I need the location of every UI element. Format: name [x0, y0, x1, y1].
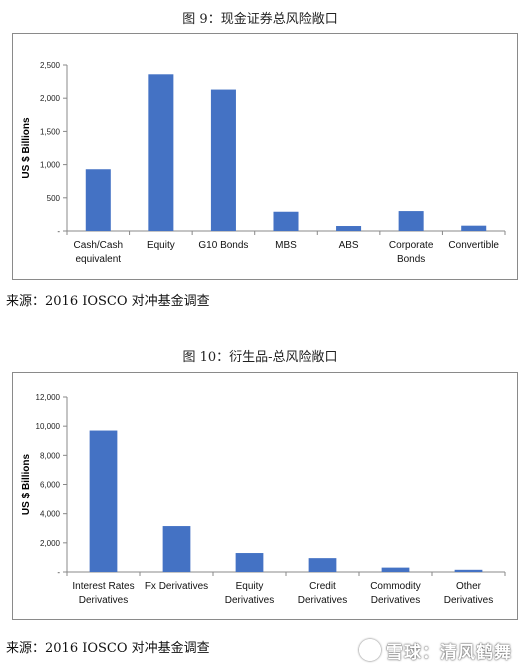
chart-1-bar: [461, 225, 487, 231]
chart-1-y-tick-label: 500: [47, 194, 61, 203]
chart-1-x-tick-label: Bonds: [397, 254, 425, 265]
chart-2-x-tick-label: Equity: [236, 581, 264, 592]
watermark-text: 雪球：清风鹤舞: [386, 643, 512, 663]
figure-1-caption: 图 9：现金证券总风险敞口: [182, 12, 338, 27]
chart-2-y-tick-label: 2,000: [40, 539, 61, 548]
chart-1-bar: [210, 89, 236, 232]
chart-1-bar: [336, 226, 362, 231]
chart-2-bar: [381, 567, 410, 572]
snowball-logo-icon: [359, 639, 381, 661]
chart-1-bar: [273, 211, 299, 231]
figure-1-source: 来源：2016 IOSCO 对冲基金调查: [6, 294, 210, 309]
chart-2-y-tick-label: -: [57, 568, 60, 577]
chart-1-y-tick-label: 2,500: [40, 61, 61, 70]
chart-2-x-tick-label: Derivatives: [371, 595, 420, 606]
chart-1-x-tick-label: Convertible: [448, 240, 499, 251]
chart-1-y-axis-label: US $ Billions: [21, 117, 32, 179]
chart-2-bar: [235, 553, 264, 572]
chart-2-x-tick-label: Other: [456, 581, 482, 592]
chart-2-y-tick-label: 6,000: [40, 481, 61, 490]
figure-2-source: 来源：2016 IOSCO 对冲基金调查: [6, 641, 210, 656]
chart-1-x-tick-label: MBS: [275, 240, 297, 251]
chart-2-x-tick-label: Fx Derivatives: [145, 581, 208, 592]
chart-2-x-tick-label: Derivatives: [225, 595, 274, 606]
chart-1-x-tick-label: ABS: [339, 240, 359, 251]
chart-2-y-axis-label: US $ Billions: [21, 454, 32, 516]
chart-1-bar: [398, 211, 424, 231]
chart-2-x-tick-label: Commodity: [370, 581, 421, 592]
chart-panel-2: US $ Billions - 2,000 4,000 6,000 8,000 10,000…: [12, 372, 518, 620]
chart-1-x-tick-label: Equity: [147, 240, 175, 251]
chart-1-y-tick-label: -: [57, 227, 60, 236]
chart-2-y-tick-label: 10,000: [36, 422, 61, 431]
chart-1-y-tick-label: 2,000: [40, 94, 61, 103]
chart-1-x-tick-label: Cash/Cash: [74, 240, 123, 251]
chart-2-y-tick-label: 12,000: [36, 393, 61, 402]
chart-2-y-tick-label: 4,000: [40, 510, 61, 519]
chart-1-x-tick-label: G10 Bonds: [198, 240, 248, 251]
watermark: 雪球：清风鹤舞: [359, 638, 512, 663]
figure-2-caption: 图 10：衍生品-总风险敞口: [182, 350, 338, 365]
chart-2-bar: [454, 569, 483, 572]
chart-2-svg: US $ Billions - 2,000 4,000 6,000 8,000 10,000…: [21, 393, 506, 606]
chart-2-x-tick-label: Credit: [309, 581, 336, 592]
chart-2-x-tick-label: Derivatives: [79, 595, 128, 606]
chart-1-svg: US $ Billions - 500 1,000 1,500 2,000 2,500 Cas…: [21, 61, 506, 265]
chart-1-y-tick-label: 1,500: [40, 127, 61, 136]
chart-1-x-tick-label: equivalent: [75, 254, 121, 265]
chart-2-x-tick-label: Interest Rates: [72, 581, 134, 592]
chart-panel-1: US $ Billions - 500 1,000 1,500 2,000 2,500 Cas…: [12, 33, 518, 280]
chart-2-bar: [89, 430, 118, 572]
chart-1-bar: [85, 169, 111, 231]
chart-2-y-tick-label: 8,000: [40, 451, 61, 460]
chart-1-x-tick-label: Corporate: [389, 240, 434, 251]
chart-2-x-tick-label: Derivatives: [298, 595, 347, 606]
chart-1-bar: [148, 74, 174, 231]
chart-2-x-tick-label: Derivatives: [444, 595, 493, 606]
chart-2-bar: [162, 526, 191, 572]
chart-1-y-tick-label: 1,000: [40, 161, 61, 170]
chart-2-bar: [308, 558, 337, 572]
